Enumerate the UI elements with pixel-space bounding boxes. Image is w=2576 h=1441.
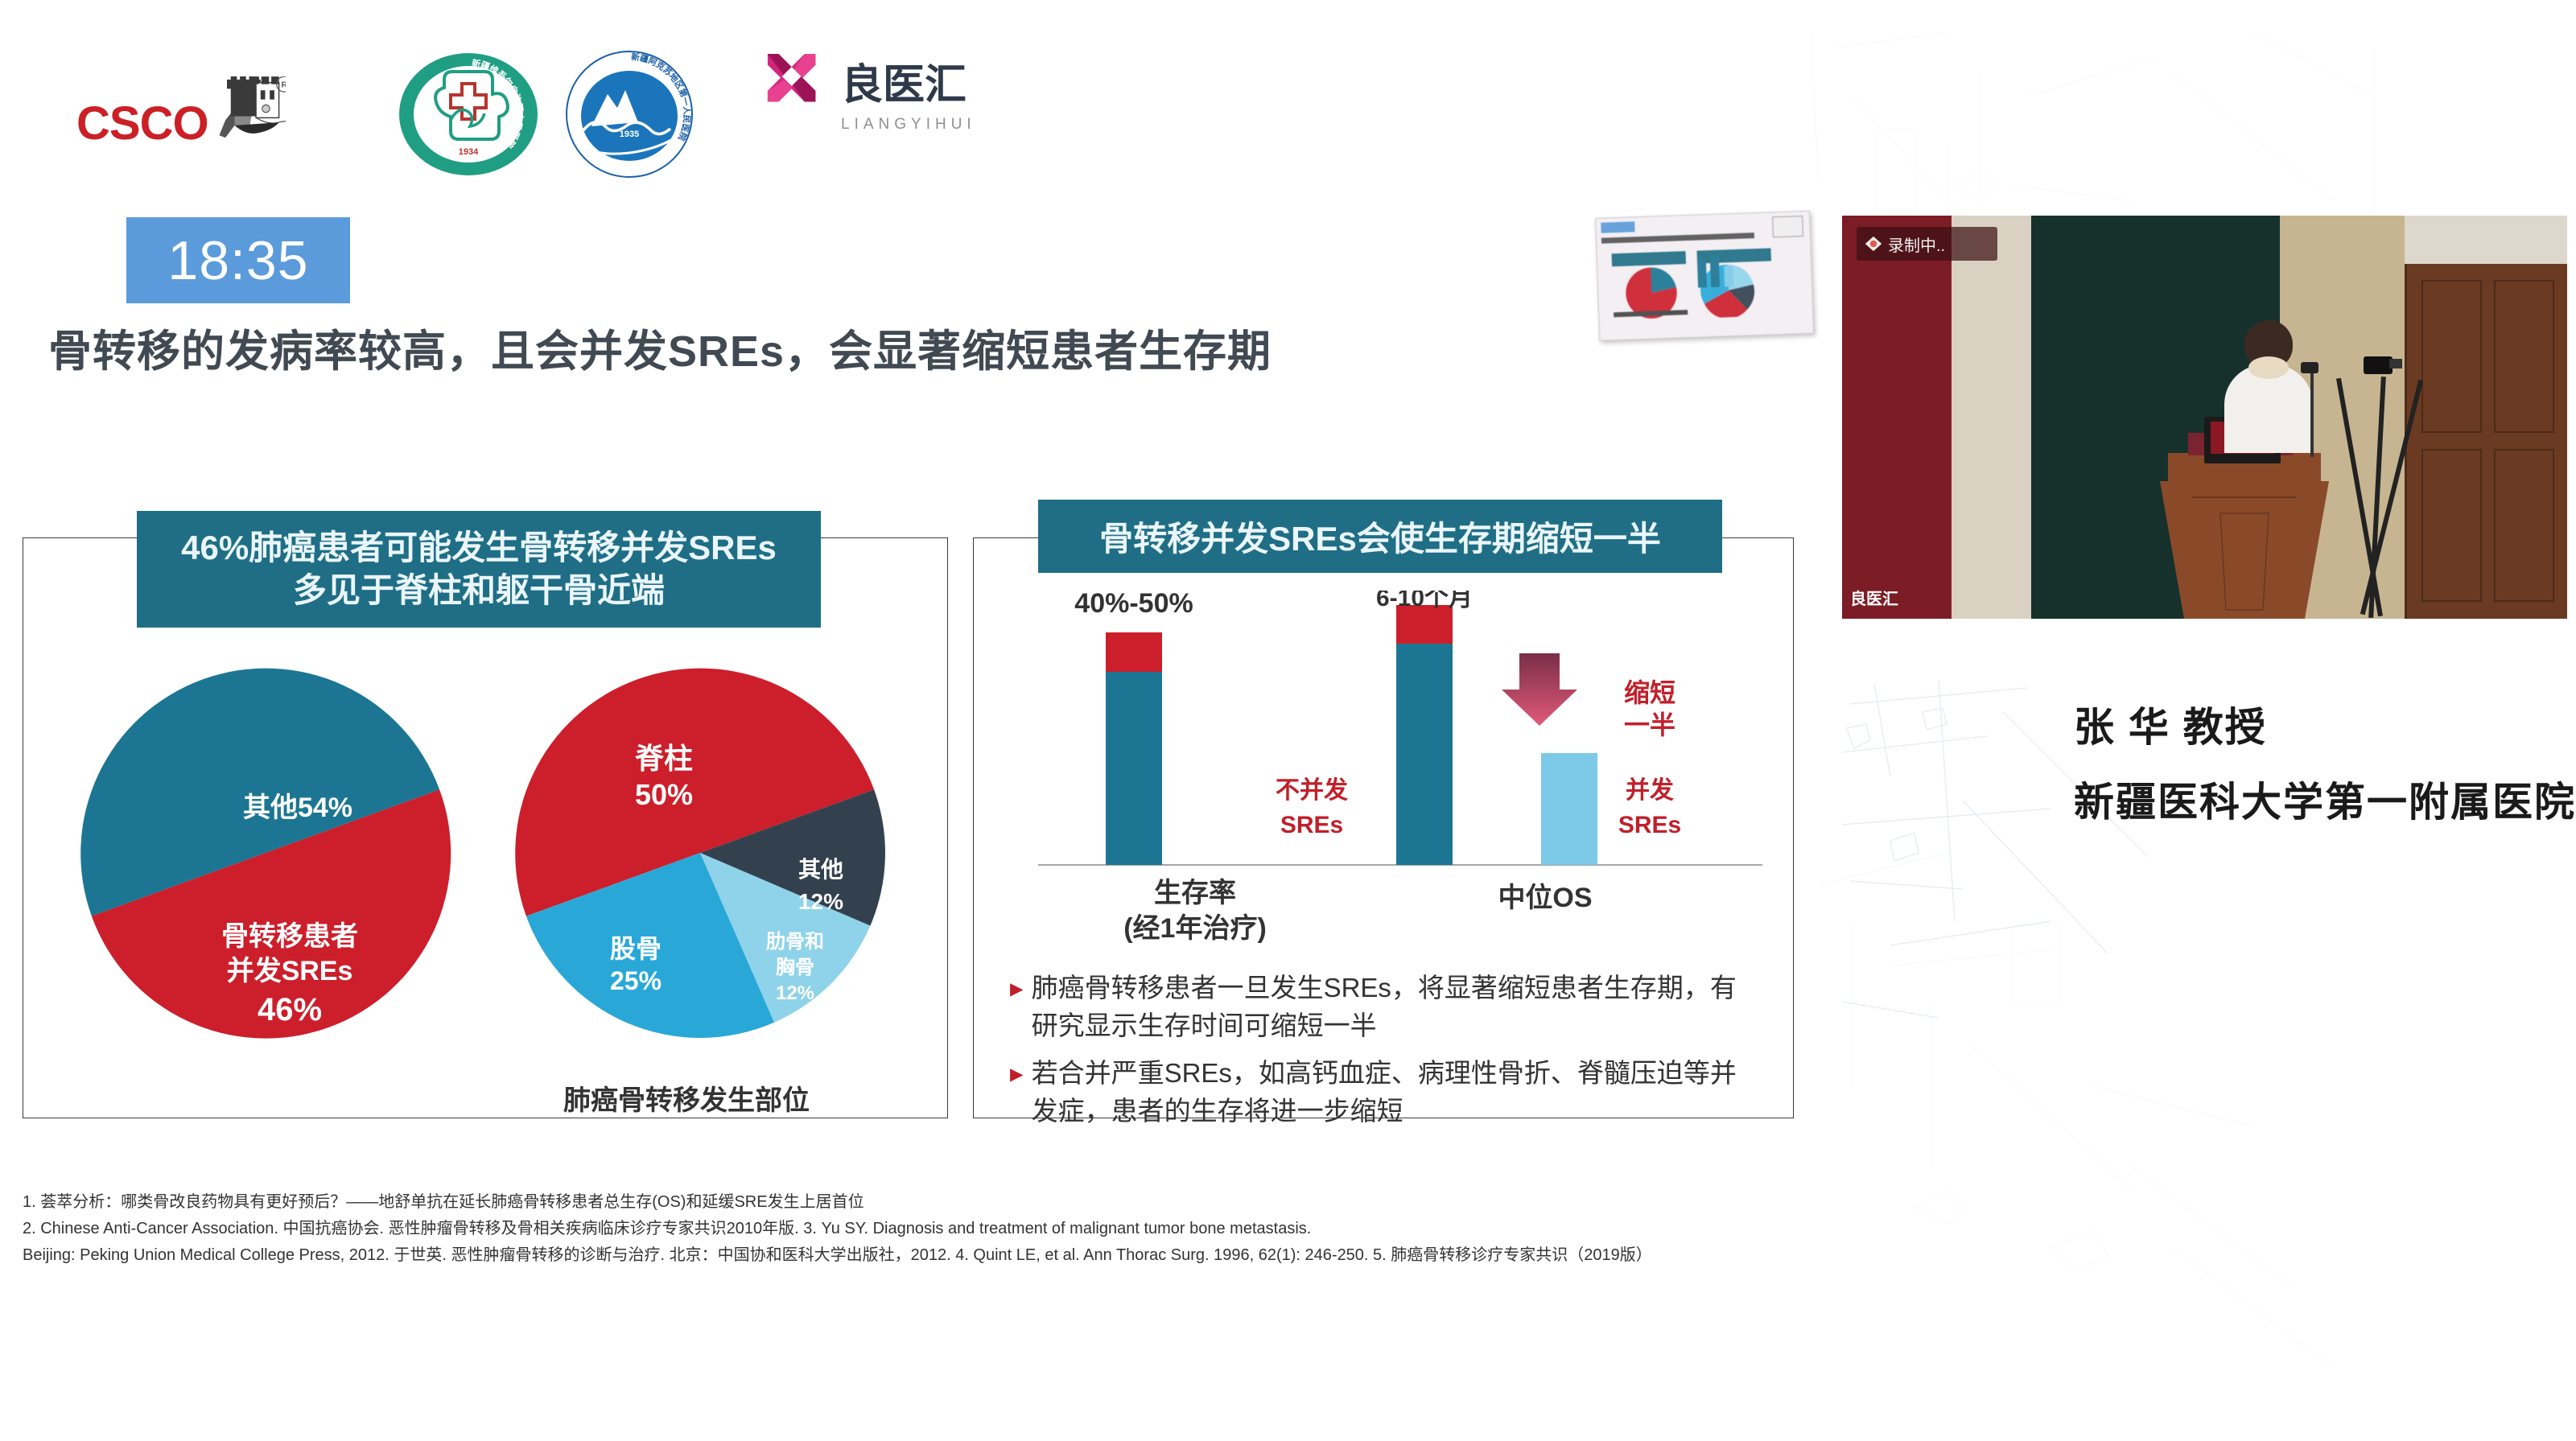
svg-text:1934: 1934 <box>459 147 479 157</box>
svg-text:缩短: 缩短 <box>1624 678 1675 707</box>
svg-text:股骨: 股骨 <box>610 934 662 963</box>
svg-text:并发SREs: 并发SREs <box>227 956 353 986</box>
svg-text:50%: 50% <box>635 778 693 811</box>
svg-text:一半: 一半 <box>1624 710 1675 739</box>
svg-text:25%: 25% <box>610 966 662 995</box>
svg-text:CSCO: CSCO <box>76 97 208 150</box>
svg-text:并发: 并发 <box>1626 777 1674 804</box>
svg-text:脊柱: 脊柱 <box>635 742 693 775</box>
svg-text:12%: 12% <box>798 889 843 914</box>
svg-text:LIANGYIHUI: LIANGYIHUI <box>841 116 976 133</box>
svg-text:46%: 46% <box>258 992 322 1027</box>
svg-text:R: R <box>281 80 286 89</box>
svg-text:肋骨和: 肋骨和 <box>766 931 824 953</box>
svg-text:良医汇: 良医汇 <box>841 62 967 109</box>
svg-text:不并发: 不并发 <box>1276 777 1348 804</box>
svg-text:1935: 1935 <box>620 130 639 139</box>
svg-text:SREs: SREs <box>1280 812 1343 838</box>
svg-text:其他54%: 其他54% <box>243 793 352 823</box>
svg-text:骨转移患者: 骨转移患者 <box>221 921 358 952</box>
svg-text:其他: 其他 <box>798 857 843 882</box>
svg-text:胸骨: 胸骨 <box>776 957 814 978</box>
svg-text:12%: 12% <box>776 982 814 1004</box>
svg-text:SREs: SREs <box>1618 812 1681 838</box>
svg-text:40%-50%: 40%-50% <box>1074 591 1193 619</box>
svg-text:6-10个月: 6-10个月 <box>1376 591 1473 611</box>
